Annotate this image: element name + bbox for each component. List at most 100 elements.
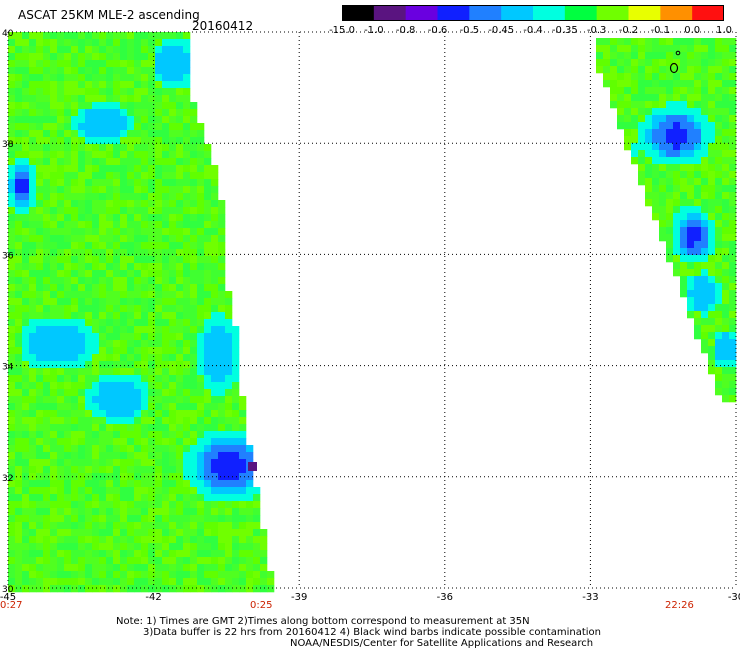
wind-cell <box>57 186 65 194</box>
wind-cell <box>708 108 716 116</box>
wind-cell <box>57 102 65 110</box>
wind-cell <box>211 172 219 180</box>
wind-cell <box>71 102 79 110</box>
wind-cell <box>148 571 156 579</box>
wind-cell <box>610 80 618 88</box>
wind-cell <box>120 130 128 138</box>
wind-cell <box>78 417 86 425</box>
wind-cell <box>729 227 737 235</box>
wind-cell <box>15 270 23 278</box>
wind-cell <box>134 354 142 362</box>
wind-cell <box>176 249 184 257</box>
wind-cell <box>15 326 23 334</box>
wind-cell <box>78 32 86 40</box>
wind-cell <box>8 186 16 194</box>
wind-cell <box>645 94 653 102</box>
wind-cell <box>106 109 114 117</box>
wind-cell <box>169 95 177 103</box>
wind-cell <box>92 228 100 236</box>
wind-cell <box>85 256 93 264</box>
wind-cell <box>715 234 723 242</box>
wind-cell <box>218 361 226 369</box>
wind-cell <box>610 66 618 74</box>
wind-cell <box>50 368 58 376</box>
wind-cell <box>183 137 191 145</box>
wind-cell <box>106 172 114 180</box>
wind-cell <box>141 144 149 152</box>
wind-cell <box>239 403 247 411</box>
wind-cell <box>57 522 65 530</box>
wind-cell <box>99 326 107 334</box>
wind-cell <box>78 249 86 257</box>
wind-cell <box>204 473 212 481</box>
wind-cell <box>134 550 142 558</box>
wind-cell <box>64 333 72 341</box>
wind-cell <box>190 522 198 530</box>
wind-cell <box>708 227 716 235</box>
wind-cell <box>134 109 142 117</box>
wind-cell <box>162 480 170 488</box>
wind-cell <box>50 424 58 432</box>
wind-cell <box>50 270 58 278</box>
wind-cell <box>246 522 254 530</box>
wind-cell <box>106 312 114 320</box>
wind-cell <box>43 172 51 180</box>
wind-cell <box>29 32 37 40</box>
wind-cell <box>92 277 100 285</box>
wind-cell <box>85 221 93 229</box>
wind-cell <box>50 32 58 40</box>
wind-cell <box>71 375 79 383</box>
wind-cell <box>29 109 37 117</box>
wind-cell <box>78 578 86 586</box>
wind-cell <box>673 122 681 130</box>
wind-cell <box>8 501 16 509</box>
wind-cell <box>36 459 44 467</box>
wind-cell <box>85 459 93 467</box>
wind-cell <box>694 150 702 158</box>
wind-cell <box>673 150 681 158</box>
wind-cell <box>92 375 100 383</box>
wind-cell <box>687 311 695 319</box>
wind-cell <box>211 207 219 215</box>
wind-cell <box>673 45 681 53</box>
wind-cell <box>729 395 737 403</box>
wind-cell <box>64 193 72 201</box>
wind-cell <box>85 158 93 166</box>
wind-cell <box>239 515 247 523</box>
wind-cell <box>78 375 86 383</box>
wind-cell <box>715 297 723 305</box>
wind-cell <box>253 585 261 593</box>
wind-cell <box>722 234 730 242</box>
wind-cell <box>183 487 191 495</box>
wind-cell <box>715 192 723 200</box>
wind-cell <box>106 193 114 201</box>
wind-cell <box>596 52 604 60</box>
wind-cell <box>162 123 170 131</box>
wind-cell <box>260 543 268 551</box>
wind-cell <box>169 340 177 348</box>
wind-cell <box>218 284 226 292</box>
wind-cell <box>71 515 79 523</box>
wind-cell <box>169 123 177 131</box>
wind-cell <box>99 550 107 558</box>
wind-cell <box>15 67 23 75</box>
wind-cell <box>729 59 737 67</box>
wind-cell <box>22 473 30 481</box>
wind-cell <box>246 550 254 558</box>
wind-cell <box>162 158 170 166</box>
wind-cell <box>253 529 261 537</box>
wind-cell <box>36 403 44 411</box>
wind-cell <box>162 102 170 110</box>
wind-cell <box>57 298 65 306</box>
wind-cell <box>64 298 72 306</box>
wind-cell <box>141 67 149 75</box>
wind-cell <box>29 501 37 509</box>
wind-cell <box>8 32 16 40</box>
wind-cell <box>22 550 30 558</box>
wind-cell <box>57 578 65 586</box>
wind-cell <box>183 74 191 82</box>
wind-cell <box>71 501 79 509</box>
wind-cell <box>141 501 149 509</box>
wind-cell <box>155 473 163 481</box>
wind-cell <box>673 262 681 270</box>
